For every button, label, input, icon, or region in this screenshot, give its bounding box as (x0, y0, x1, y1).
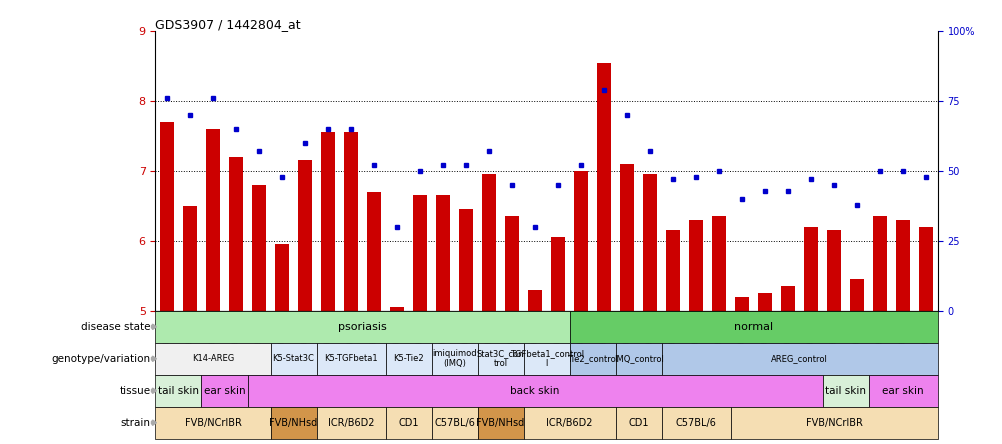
Bar (804, 227, 818, 311)
Text: K5-Stat3C: K5-Stat3C (273, 354, 315, 363)
Bar (344, 132, 358, 311)
Bar (317, 407, 385, 439)
Bar (730, 407, 937, 439)
Bar (459, 210, 473, 311)
Text: back skin: back skin (510, 386, 559, 396)
Bar (155, 311, 569, 343)
Bar (822, 375, 868, 407)
Text: C57BL/6: C57BL/6 (434, 418, 475, 428)
Text: FVB/NCrIBR: FVB/NCrIBR (805, 418, 862, 428)
Text: Tie2_control: Tie2_control (566, 354, 617, 363)
Text: CD1: CD1 (398, 418, 419, 428)
Bar (477, 343, 523, 375)
Bar (711, 216, 725, 311)
Bar (642, 174, 656, 311)
Bar (155, 407, 271, 439)
Text: tail skin: tail skin (825, 386, 866, 396)
Bar (155, 343, 271, 375)
Text: C57BL/6: C57BL/6 (675, 418, 715, 428)
Bar (183, 206, 196, 311)
Text: K5-Tie2: K5-Tie2 (393, 354, 424, 363)
Bar (758, 293, 772, 311)
Bar (523, 343, 569, 375)
Text: ICR/B6D2: ICR/B6D2 (328, 418, 374, 428)
Text: K5-TGFbeta1: K5-TGFbeta1 (324, 354, 378, 363)
Bar (619, 164, 633, 311)
Text: ear skin: ear skin (882, 386, 923, 396)
Bar (321, 132, 335, 311)
Bar (482, 174, 496, 311)
Text: disease state: disease state (81, 322, 150, 332)
Text: imiquimod
(IMQ): imiquimod (IMQ) (432, 349, 476, 369)
Text: CD1: CD1 (628, 418, 648, 428)
Text: psoriasis: psoriasis (338, 322, 387, 332)
Bar (827, 230, 841, 311)
Bar (551, 238, 564, 311)
Bar (734, 297, 748, 311)
Bar (505, 216, 518, 311)
Text: ear skin: ear skin (203, 386, 245, 396)
Bar (385, 343, 431, 375)
Text: IMQ_control: IMQ_control (613, 354, 663, 363)
Bar (228, 157, 242, 311)
Text: K14-AREG: K14-AREG (191, 354, 233, 363)
Bar (431, 407, 477, 439)
Bar (615, 343, 661, 375)
Bar (850, 279, 864, 311)
Bar (298, 160, 312, 311)
Bar (868, 375, 937, 407)
Bar (528, 290, 541, 311)
Bar (477, 407, 523, 439)
Text: tail skin: tail skin (158, 386, 198, 396)
Bar (160, 122, 173, 311)
Bar (574, 171, 587, 311)
Bar (385, 407, 431, 439)
Bar (665, 230, 679, 311)
Text: FVB/NHsd: FVB/NHsd (270, 418, 318, 428)
Text: GDS3907 / 1442804_at: GDS3907 / 1442804_at (155, 18, 301, 31)
Text: TGFbeta1_control
l: TGFbeta1_control l (509, 349, 583, 369)
Bar (596, 63, 610, 311)
Bar (873, 216, 887, 311)
Text: tissue: tissue (119, 386, 150, 396)
Bar (367, 192, 381, 311)
Bar (271, 407, 317, 439)
Bar (688, 220, 702, 311)
Bar (205, 129, 219, 311)
Text: strain: strain (120, 418, 150, 428)
Bar (781, 286, 795, 311)
Text: FVB/NHsd: FVB/NHsd (476, 418, 524, 428)
Bar (431, 343, 477, 375)
Bar (661, 407, 730, 439)
Bar (523, 407, 615, 439)
Text: ICR/B6D2: ICR/B6D2 (546, 418, 592, 428)
Bar (271, 343, 317, 375)
Text: normal: normal (733, 322, 773, 332)
Bar (201, 375, 247, 407)
Bar (919, 227, 932, 311)
Bar (275, 244, 289, 311)
Bar (252, 185, 266, 311)
Text: AREG_control: AREG_control (771, 354, 828, 363)
Bar (317, 343, 385, 375)
Bar (155, 375, 201, 407)
Text: genotype/variation: genotype/variation (51, 354, 150, 364)
Bar (569, 343, 615, 375)
Bar (390, 307, 404, 311)
Bar (247, 375, 822, 407)
Text: FVB/NCrIBR: FVB/NCrIBR (184, 418, 241, 428)
Bar (569, 311, 937, 343)
Bar (413, 195, 427, 311)
Bar (896, 220, 909, 311)
Bar (436, 195, 450, 311)
Bar (615, 407, 661, 439)
Text: Stat3C_con
trol: Stat3C_con trol (476, 349, 524, 369)
Bar (661, 343, 937, 375)
